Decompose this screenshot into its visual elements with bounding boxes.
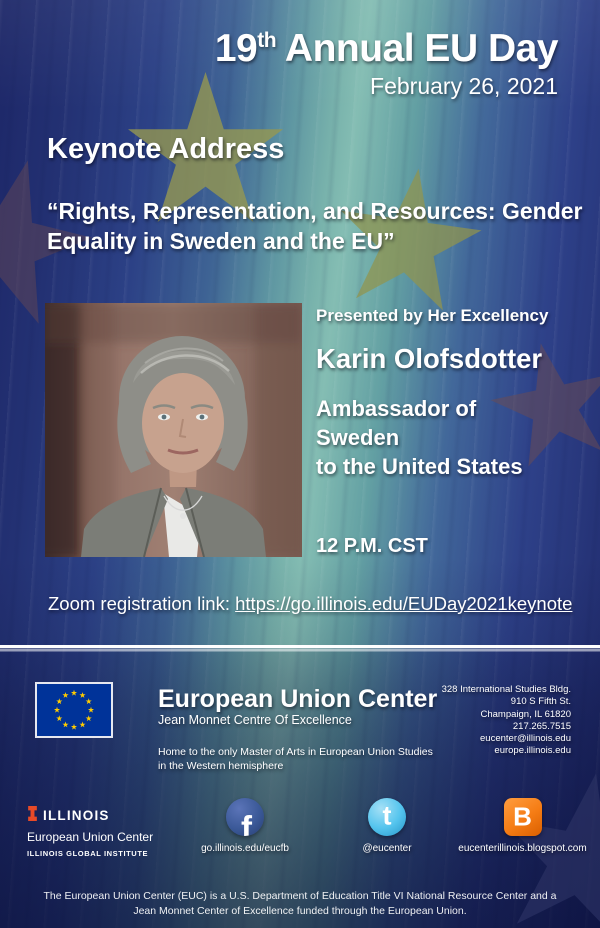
registration-line: Zoom registration link: https://go.illin… — [48, 593, 572, 615]
twitter-link[interactable]: t @eucenter — [322, 798, 452, 854]
org-name: European Union Center — [158, 685, 438, 713]
illinois-unit: European Union Center — [27, 830, 154, 844]
blogger-icon[interactable]: B — [503, 798, 542, 836]
event-title: 19th Annual EU Day — [214, 20, 559, 70]
keynote-quote: “Rights, Representation, and Resources: … — [47, 196, 583, 256]
event-time: 12 P.M. CST — [316, 535, 428, 557]
event-title-number: 19 — [214, 27, 258, 70]
speaker-photo — [45, 303, 302, 557]
eu-flag-icon — [35, 682, 113, 738]
facebook-icon[interactable]: f — [226, 798, 264, 836]
disclaimer-line2: Jean Monnet Center of Excellence funded … — [133, 905, 467, 917]
divider-line — [0, 645, 600, 648]
registration-label: Zoom registration link: — [48, 593, 236, 614]
org-subtitle: Jean Monnet Centre Of Excellence — [158, 713, 352, 727]
event-date: February 26, 2021 — [370, 73, 558, 99]
illinois-logo: ILLINOIS European Union Center ILLINOIS … — [27, 806, 153, 858]
keynote-quote-line1: “Rights, Representation, and Resources: … — [47, 198, 583, 224]
speaker-role-line2: Sweden — [316, 425, 400, 450]
blogger-link[interactable]: B eucenterillinois.blogspot.com — [455, 798, 590, 854]
poster-header: 19th Annual EU Day February 26, 2021 — [214, 20, 559, 100]
org-tagline-line1: Home to the only Master of Arts in Europ… — [158, 746, 433, 758]
registration-link[interactable]: https://go.illinois.edu/EUDay2021keynote — [235, 593, 573, 614]
twitter-label: @eucenter — [362, 843, 412, 854]
speaker-name: Karin Olofsdotter — [316, 343, 543, 374]
speaker-role: Ambassador of Sweden to the United State… — [316, 394, 523, 481]
illinois-block-i-icon — [27, 806, 38, 824]
disclaimer: The European Union Center (EUC) is a U.S… — [0, 889, 600, 919]
keynote-quote-line2: Equality in Sweden and the EU” — [47, 228, 395, 254]
illinois-institute: ILLINOIS GLOBAL INSTITUTE — [27, 849, 149, 858]
email-address: eucenter@illinois.edu — [480, 733, 571, 745]
disclaimer-line1: The European Union Center (EUC) is a U.S… — [43, 890, 557, 902]
event-title-rest: Annual EU Day — [276, 27, 559, 70]
org-tagline-line2: in the Western hemisphere — [158, 760, 284, 772]
keynote-heading: Keynote Address — [47, 133, 285, 165]
event-title-ordinal: th — [257, 29, 277, 52]
speaker-role-line1: Ambassador of — [316, 396, 477, 421]
address-line: 328 International Studies Bldg. — [441, 684, 571, 695]
speaker-role-line3: to the United States — [316, 454, 523, 479]
presented-by: Presented by Her Excellency — [316, 306, 549, 325]
address-line: Champaign, IL 61820 — [480, 708, 572, 720]
org-website: europe.illinois.edu — [494, 745, 571, 757]
blogger-label: eucenterillinois.blogspot.com — [458, 843, 587, 854]
facebook-label: go.illinois.edu/eucfb — [201, 843, 289, 854]
facebook-link[interactable]: f go.illinois.edu/eucfb — [180, 798, 310, 854]
contact-info: 328 International Studies Bldg. 910 S Fi… — [442, 684, 571, 758]
twitter-icon[interactable]: t — [368, 798, 406, 836]
org-tagline: Home to the only Master of Arts in Europ… — [158, 745, 433, 773]
illinois-wordmark: ILLINOIS — [43, 807, 110, 823]
phone-number: 217.265.7515 — [512, 720, 571, 732]
address-line: 910 S Fifth St. — [510, 696, 571, 708]
